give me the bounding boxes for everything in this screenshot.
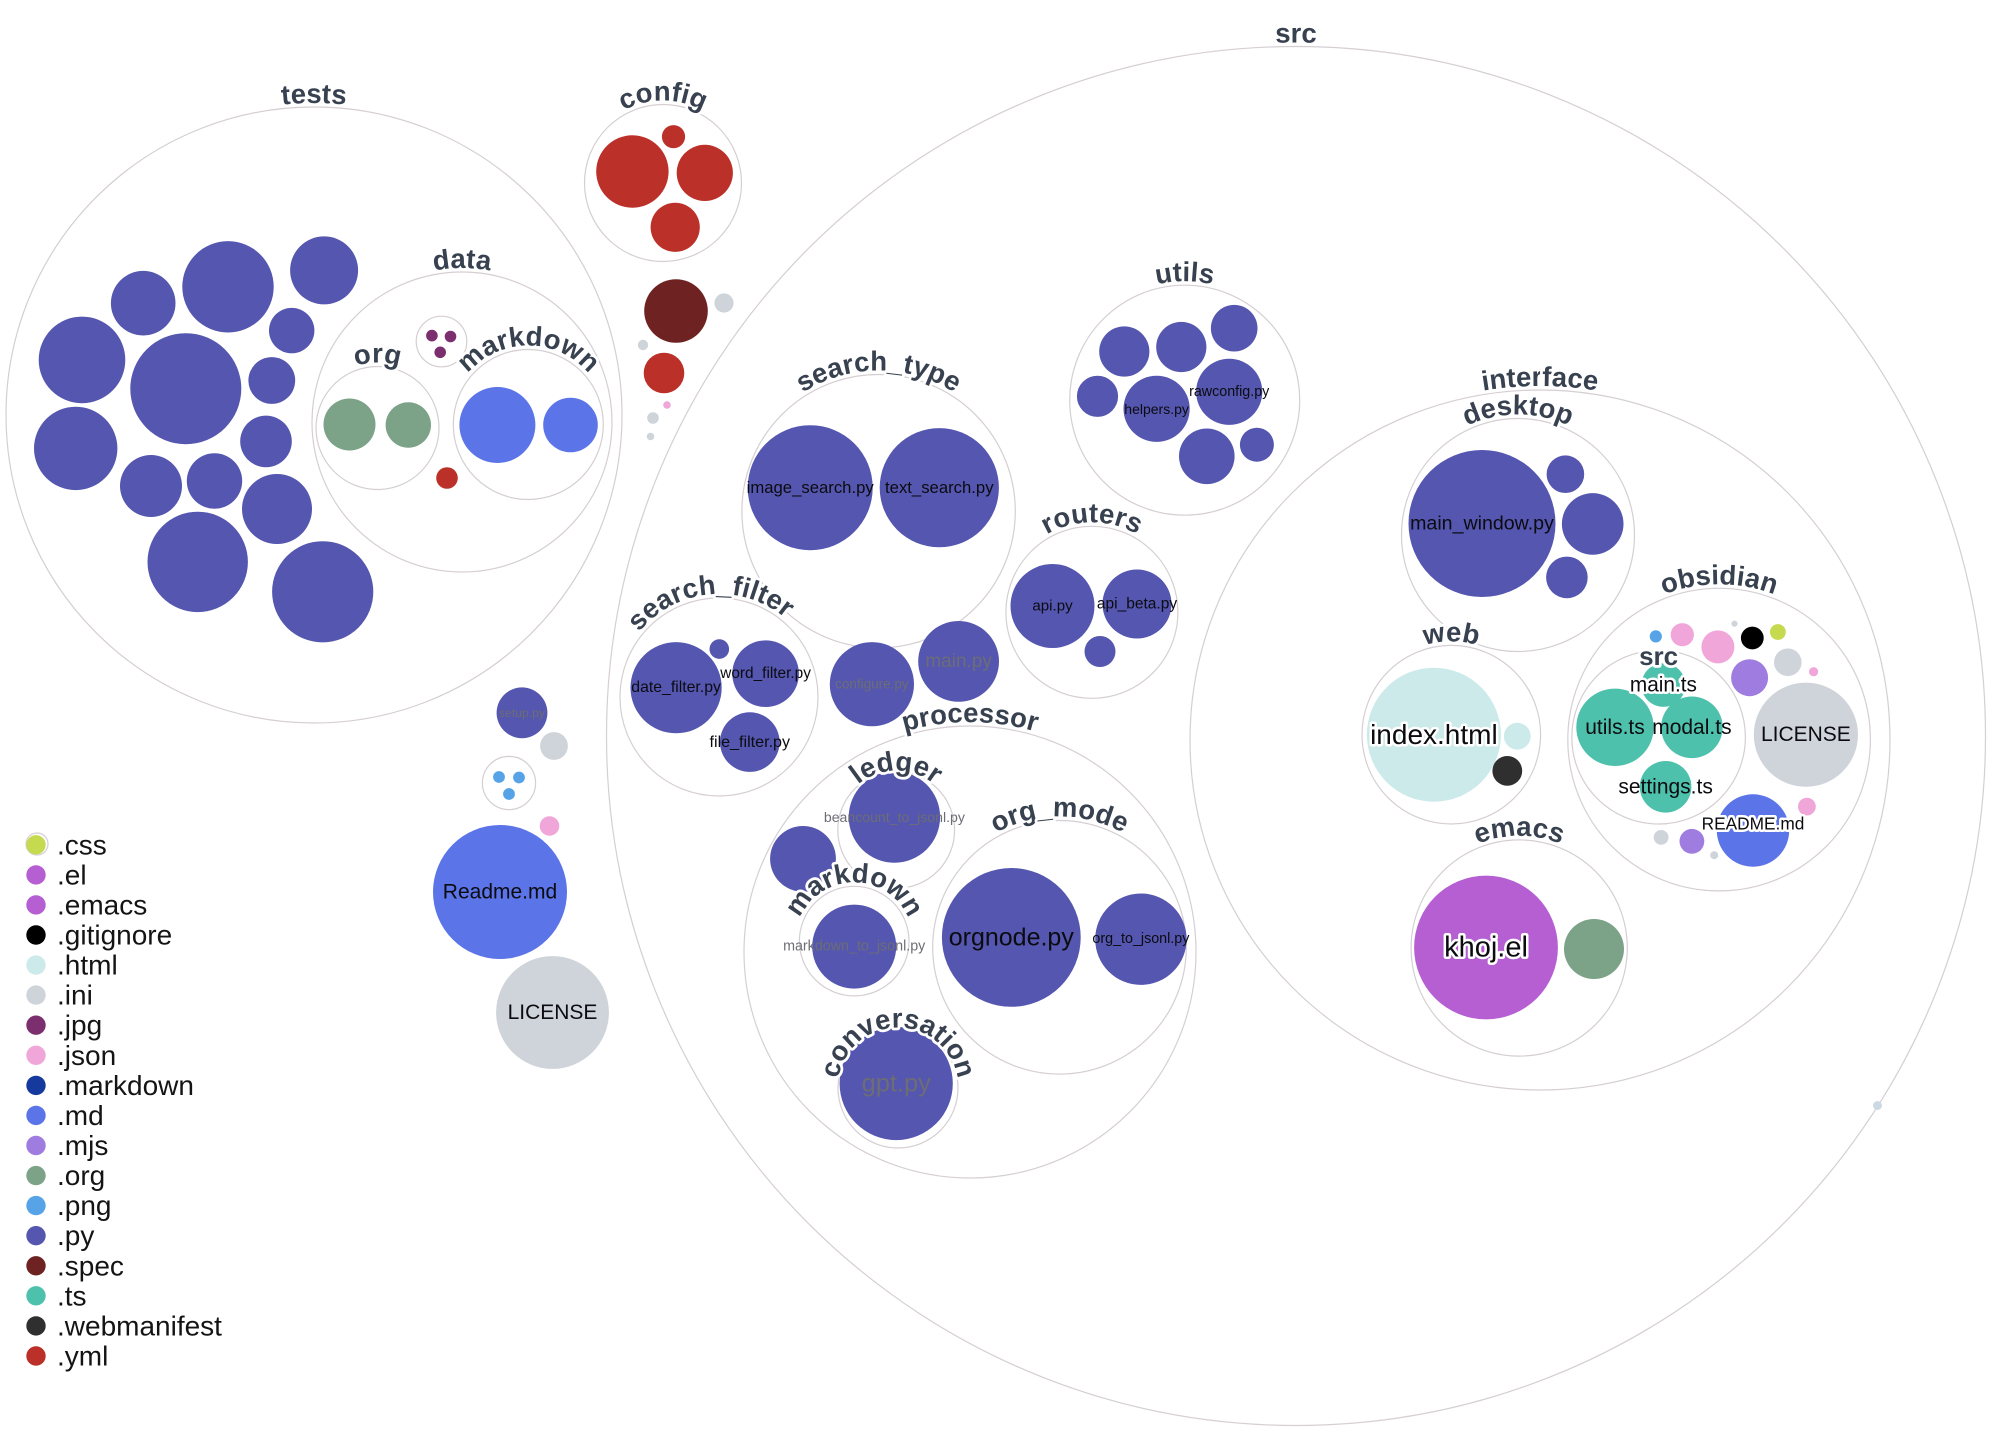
svg-text:LICENSE: LICENSE <box>1761 723 1851 746</box>
svg-text:.markdown: .markdown <box>57 1070 194 1101</box>
svg-text:main.py: main.py <box>925 651 992 672</box>
svg-text:.el: .el <box>57 859 87 890</box>
svg-text:.jpg: .jpg <box>57 1010 102 1041</box>
svg-text:modal.ts: modal.ts <box>1652 716 1731 739</box>
svg-text:LICENSE: LICENSE <box>508 1001 598 1024</box>
svg-text:org: org <box>350 338 404 372</box>
svg-text:api.py: api.py <box>1032 598 1073 615</box>
svg-text:file_filter.py: file_filter.py <box>710 733 791 751</box>
svg-text:configure.py: configure.py <box>835 677 909 692</box>
svg-text:src: src <box>1639 641 1678 671</box>
svg-text:date_filter.py: date_filter.py <box>631 679 721 696</box>
svg-text:.ini: .ini <box>57 980 93 1011</box>
svg-text:.mjs: .mjs <box>57 1130 108 1161</box>
svg-text:.spec: .spec <box>57 1250 124 1281</box>
svg-text:utils.ts: utils.ts <box>1585 716 1645 739</box>
svg-text:.webmanifest: .webmanifest <box>57 1310 222 1341</box>
svg-text:beancount_to_jsonl.py: beancount_to_jsonl.py <box>824 809 966 825</box>
svg-text:.html: .html <box>57 950 118 981</box>
svg-text:src: src <box>1275 17 1317 48</box>
svg-text:org_to_jsonl.py: org_to_jsonl.py <box>1092 931 1190 947</box>
svg-text:khoj.el: khoj.el <box>1444 932 1528 964</box>
svg-text:data: data <box>431 243 494 277</box>
svg-text:.png: .png <box>57 1190 112 1221</box>
svg-text:gpt.py: gpt.py <box>862 1070 931 1098</box>
svg-text:helpers.py: helpers.py <box>1124 401 1189 417</box>
svg-text:.org: .org <box>57 1160 105 1191</box>
svg-text:.ts: .ts <box>57 1280 87 1311</box>
svg-text:.md: .md <box>57 1100 104 1131</box>
svg-text:interface: interface <box>1479 361 1600 397</box>
svg-text:word_filter.py: word_filter.py <box>719 665 811 682</box>
svg-text:.css: .css <box>57 829 107 860</box>
svg-text:setup.py: setup.py <box>499 706 546 720</box>
svg-text:.gitignore: .gitignore <box>57 920 172 951</box>
svg-text:.json: .json <box>57 1040 116 1071</box>
svg-text:text_search.py: text_search.py <box>885 478 994 497</box>
svg-text:settings.ts: settings.ts <box>1618 775 1713 798</box>
svg-text:.py: .py <box>57 1220 94 1251</box>
svg-text:utils: utils <box>1152 256 1217 290</box>
svg-text:rawconfig.py: rawconfig.py <box>1189 384 1270 400</box>
svg-text:orgnode.py: orgnode.py <box>949 923 1075 951</box>
svg-text:main.ts: main.ts <box>1630 674 1697 697</box>
svg-text:.yml: .yml <box>57 1341 108 1372</box>
svg-text:index.html: index.html <box>1370 719 1498 750</box>
svg-text:main_window.py: main_window.py <box>1410 513 1554 535</box>
svg-text:.emacs: .emacs <box>57 889 147 920</box>
svg-text:markdown_to_jsonl.py: markdown_to_jsonl.py <box>783 939 926 955</box>
svg-text:web: web <box>1420 616 1483 651</box>
svg-text:image_search.py: image_search.py <box>747 478 875 497</box>
svg-text:README.md: README.md <box>1702 814 1805 834</box>
svg-text:Readme.md: Readme.md <box>443 881 557 904</box>
svg-text:api_beta.py: api_beta.py <box>1097 596 1177 613</box>
